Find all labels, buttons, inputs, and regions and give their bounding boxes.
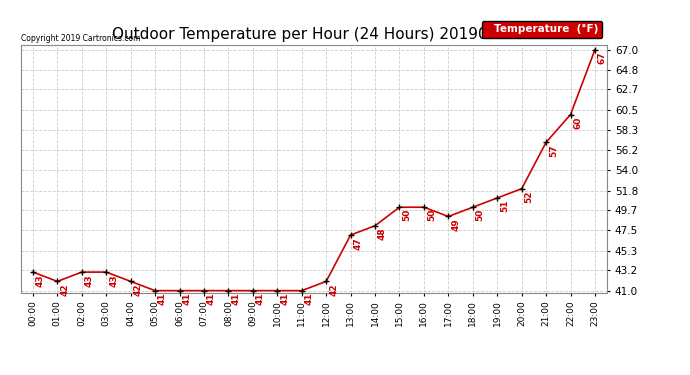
Title: Outdoor Temperature per Hour (24 Hours) 20190417: Outdoor Temperature per Hour (24 Hours) … bbox=[112, 27, 516, 42]
Text: 50: 50 bbox=[427, 209, 436, 222]
Text: 41: 41 bbox=[158, 292, 167, 305]
Text: 41: 41 bbox=[231, 292, 240, 305]
Text: 47: 47 bbox=[353, 237, 362, 250]
Text: 48: 48 bbox=[378, 228, 387, 240]
Text: 51: 51 bbox=[500, 200, 509, 212]
Text: 43: 43 bbox=[36, 274, 45, 286]
Text: 43: 43 bbox=[109, 274, 118, 286]
Text: 41: 41 bbox=[280, 292, 289, 305]
Text: Copyright 2019 Cartronics.com: Copyright 2019 Cartronics.com bbox=[21, 33, 140, 42]
Text: 52: 52 bbox=[524, 190, 533, 203]
Text: 50: 50 bbox=[475, 209, 485, 222]
Text: 50: 50 bbox=[402, 209, 411, 222]
Text: 41: 41 bbox=[256, 292, 265, 305]
Text: 49: 49 bbox=[451, 218, 460, 231]
Text: 42: 42 bbox=[60, 283, 69, 296]
Text: 67: 67 bbox=[598, 51, 607, 64]
Text: 57: 57 bbox=[549, 144, 558, 157]
Text: 60: 60 bbox=[573, 116, 582, 129]
Text: 42: 42 bbox=[134, 283, 143, 296]
Legend: Temperature  (°F): Temperature (°F) bbox=[482, 21, 602, 38]
Text: 43: 43 bbox=[85, 274, 94, 286]
Text: 41: 41 bbox=[182, 292, 192, 305]
Text: 41: 41 bbox=[305, 292, 314, 305]
Text: 41: 41 bbox=[207, 292, 216, 305]
Text: 42: 42 bbox=[329, 283, 338, 296]
